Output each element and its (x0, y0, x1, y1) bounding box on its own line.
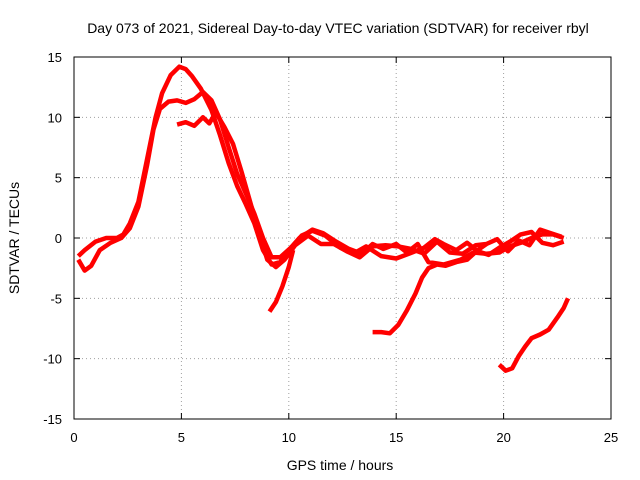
x-tick-label: 5 (178, 430, 185, 445)
series-layer (76, 64, 571, 373)
series-line-arc-3 (176, 110, 563, 270)
x-tick-label: 10 (282, 430, 296, 445)
x-tick-label: 20 (496, 430, 510, 445)
y-tick-label: -10 (43, 352, 62, 367)
y-tick-label: -15 (43, 412, 62, 427)
series-line-arc-4 (267, 249, 296, 313)
grid-layer (74, 57, 611, 419)
x-tick-label: 0 (70, 430, 77, 445)
y-tick-label: 0 (55, 231, 62, 246)
x-axis-label: GPS time / hours (287, 457, 394, 473)
x-tick-label: 15 (389, 430, 403, 445)
y-tick-label: -5 (50, 291, 62, 306)
y-tick-label: 5 (55, 171, 62, 186)
y-axis-label: SDTVAR / TECUs (6, 182, 22, 294)
tick-layer: 0 5 10 15 20 25 -15 -10 -5 0 5 10 15 (43, 50, 618, 445)
y-tick-label: 15 (48, 50, 62, 65)
x-tick-label: 25 (604, 430, 618, 445)
plot-frame (73, 56, 612, 420)
y-tick-label: 10 (48, 110, 62, 125)
series-line-arc-5 (372, 242, 488, 336)
series-line-arc-6 (497, 297, 571, 373)
chart-title: Day 073 of 2021, Sidereal Day-to-day VTE… (87, 20, 589, 36)
